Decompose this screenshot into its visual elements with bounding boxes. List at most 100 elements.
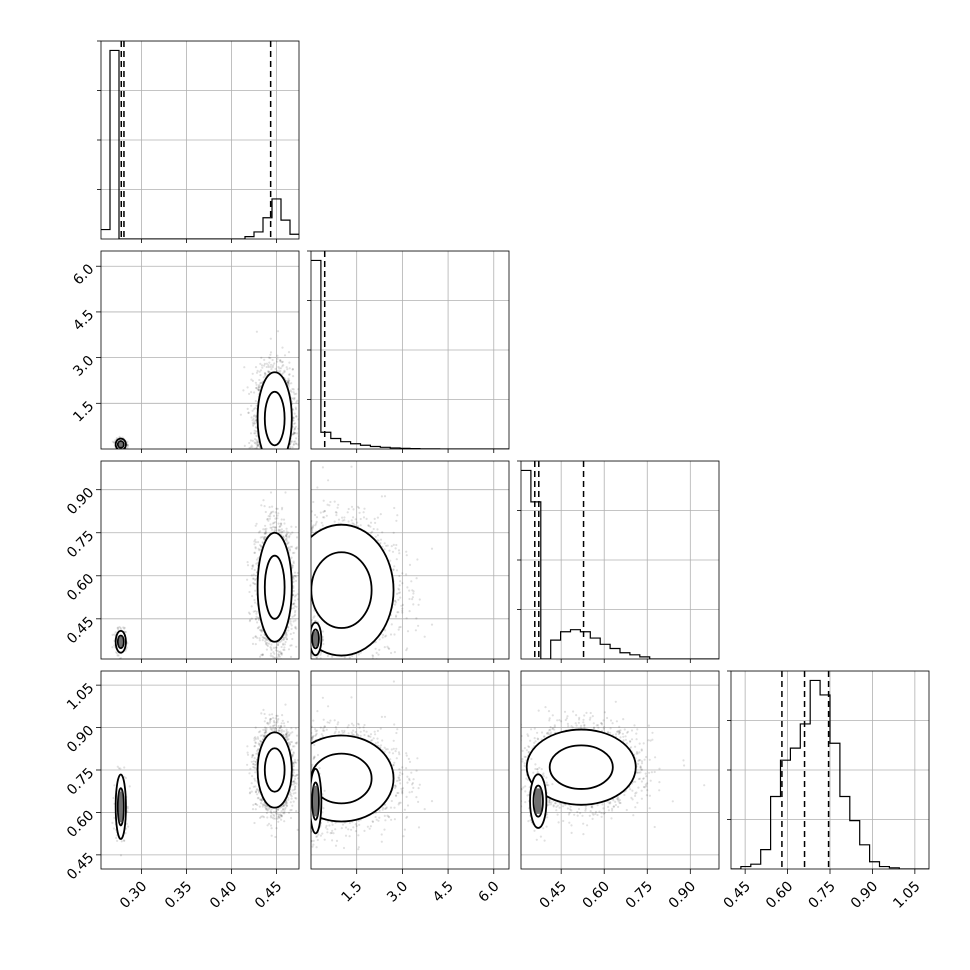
scatter-point [300, 569, 302, 571]
scatter-point [253, 551, 256, 555]
scatter-point [257, 541, 260, 544]
scatter-point [253, 441, 256, 444]
scatter-point [265, 362, 268, 365]
scatter-point [266, 641, 269, 645]
scatter-point [297, 673, 299, 675]
scatter-point [269, 652, 273, 655]
scatter-point [267, 666, 269, 668]
scatter-point [261, 366, 264, 369]
scatter-point [255, 615, 258, 618]
scatter-point [277, 522, 280, 525]
scatter-point [261, 535, 264, 539]
scatter-point [287, 626, 290, 629]
scatter-point [274, 656, 277, 659]
scatter-point [297, 443, 299, 446]
scatter-point [280, 530, 283, 533]
scatter-point [294, 613, 297, 616]
scatter-point [276, 643, 279, 647]
scatter-point [253, 540, 256, 543]
scatter-point [278, 651, 281, 654]
scatter-point [293, 428, 296, 431]
scatter-point [286, 381, 289, 384]
scatter-point [288, 548, 292, 551]
scatter-point [263, 371, 266, 375]
scatter-point [264, 510, 267, 514]
scatter-point [293, 440, 296, 443]
scatter-point [264, 641, 268, 644]
scatter-point [285, 535, 288, 538]
scatter-point [289, 389, 292, 392]
scatter-point [292, 602, 295, 606]
scatter-point [264, 374, 267, 377]
scatter-point [273, 652, 276, 655]
scatter-point [293, 393, 296, 396]
scatter-point [251, 565, 254, 568]
scatter-point [254, 635, 257, 638]
scatter-point [267, 519, 270, 522]
scatter-point [283, 370, 286, 373]
scatter-point [258, 378, 261, 382]
scatter-point [283, 643, 286, 646]
scatter-point [286, 379, 289, 382]
scatter-point [258, 625, 261, 628]
scatter-point [251, 439, 254, 442]
scatter-point [255, 330, 258, 333]
scatter-point [271, 366, 274, 369]
scatter-point [277, 643, 280, 646]
scatter-point [269, 351, 273, 354]
scatter-point [287, 381, 290, 384]
scatter-point [259, 369, 263, 372]
scatter-point [252, 415, 255, 418]
scatter-point [285, 543, 289, 546]
scatter-point [289, 545, 292, 548]
scatter-point [289, 632, 292, 636]
scatter-point [263, 364, 266, 367]
scatter-point [295, 392, 298, 395]
scatter-point [268, 371, 271, 374]
scatter-point [261, 541, 264, 544]
scatter-point [287, 531, 290, 534]
scatter-point [282, 642, 285, 645]
scatter-point [280, 653, 283, 656]
scatter-point [259, 530, 262, 533]
scatter-point [292, 417, 295, 420]
scatter-point [280, 651, 283, 655]
scatter-point [262, 636, 265, 640]
scatter-point [278, 359, 282, 362]
scatter-point [306, 584, 308, 586]
scatter-point [252, 573, 255, 576]
scatter-point [257, 531, 261, 534]
scatter-point [292, 419, 295, 422]
scatter-point [282, 364, 285, 367]
scatter-point [285, 534, 288, 537]
scatter-point [254, 381, 257, 384]
panel-1-0: 1.53.04.56.0 [70, 250, 300, 453]
scatter-point [272, 651, 275, 654]
scatter-point [291, 387, 294, 391]
scatter-point [249, 432, 253, 435]
scatter-point [267, 365, 270, 369]
scatter-point [276, 507, 279, 510]
scatter-point [290, 556, 293, 559]
scatter-point [253, 568, 256, 572]
scatter-point [268, 664, 270, 666]
scatter-point [254, 643, 257, 646]
scatter-point [285, 530, 288, 533]
y-tick-label: 6.0 [70, 261, 97, 288]
scatter-point [293, 551, 296, 555]
scatter-point [252, 610, 255, 613]
scatter-point [276, 360, 279, 363]
scatter-point [271, 655, 274, 658]
scatter-point [292, 416, 295, 419]
scatter-point [269, 513, 272, 516]
scatter-point [274, 521, 277, 524]
scatter-point [254, 547, 257, 550]
scatter-point [281, 531, 284, 534]
scatter-point [290, 545, 294, 548]
scatter-point [271, 505, 274, 508]
scatter-point [292, 585, 295, 588]
scatter-point [270, 368, 273, 371]
scatter-point [251, 595, 254, 598]
scatter-point [296, 399, 299, 402]
scatter-point [254, 601, 257, 604]
